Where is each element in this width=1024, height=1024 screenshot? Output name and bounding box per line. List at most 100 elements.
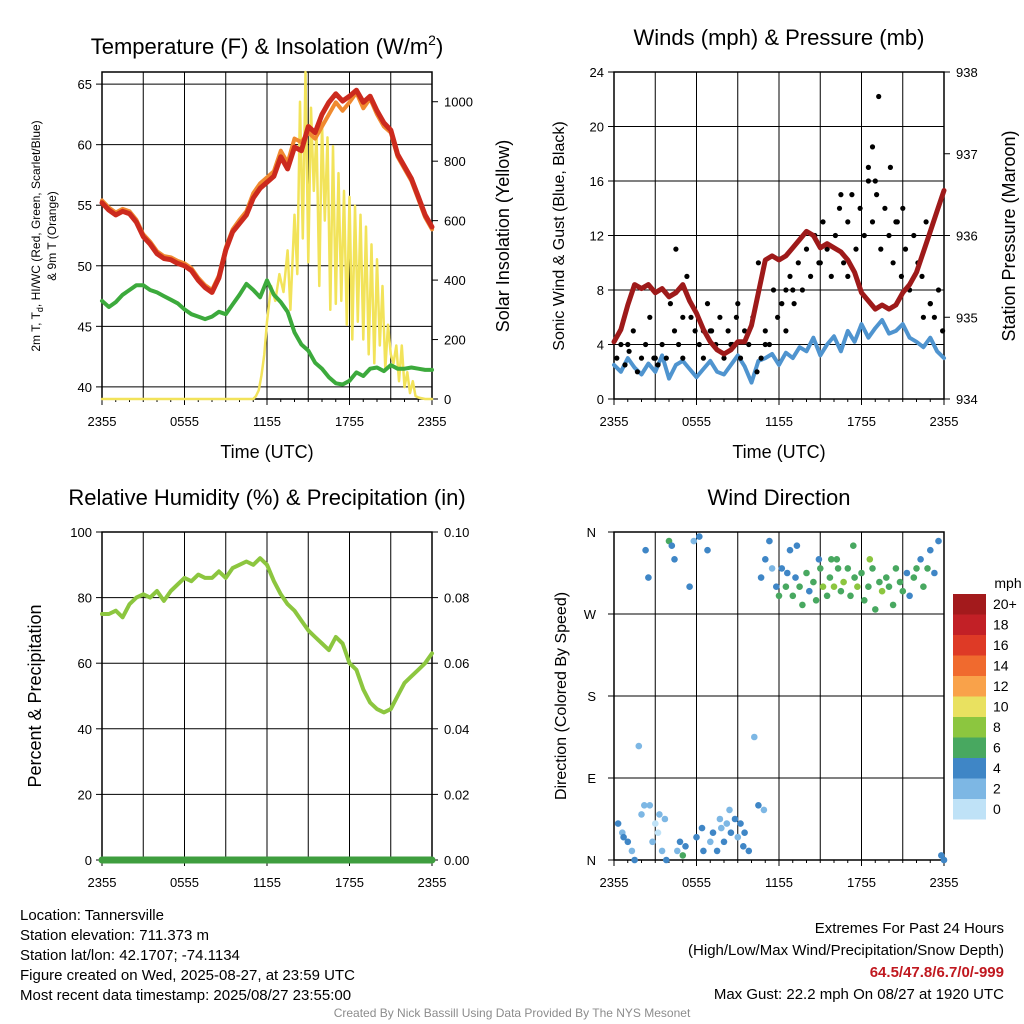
y-right-tick-label: 400 (444, 273, 466, 288)
gust-point (832, 232, 839, 239)
figure-created: Figure created on Wed, 2025-08-27, at 23… (20, 967, 355, 984)
colorbar-swatch (953, 737, 986, 758)
colorbar-swatch (953, 594, 986, 615)
y-tick-label: 40 (78, 722, 92, 737)
direction-point (858, 569, 865, 577)
y-tick-label: 50 (78, 259, 92, 274)
gust-point (707, 328, 713, 334)
y-right-tick-label: 934 (956, 392, 978, 407)
colorbar-swatch (953, 799, 986, 820)
y-tick-label: N (587, 853, 596, 868)
direction-point (799, 601, 806, 609)
direction-point (745, 847, 753, 855)
y-tick-label: N (587, 525, 596, 540)
gust-point (911, 232, 917, 239)
direction-point (716, 815, 724, 823)
gust-point (754, 369, 760, 375)
direction-point (906, 592, 913, 600)
direction-point (734, 833, 742, 841)
y-tick-label: 0 (85, 853, 92, 868)
colorbar-swatch (953, 696, 986, 717)
direction-point (883, 574, 890, 581)
direction-point (679, 852, 687, 859)
y-axis-label: Percent & Precipitation (25, 604, 45, 787)
direction-point (704, 546, 711, 554)
direction-point (917, 556, 924, 563)
temperature-series-line (100, 278, 434, 387)
y-right-tick-label: 938 (956, 65, 978, 80)
colorbar-swatch (953, 655, 986, 676)
gust-point (634, 369, 641, 375)
direction-point (866, 556, 874, 563)
gust-point (692, 328, 698, 334)
direction-point (698, 824, 706, 832)
gust-point (696, 341, 702, 348)
colorbar-label: 12 (993, 678, 1009, 694)
direction-point (806, 587, 813, 595)
direction-point (740, 843, 747, 850)
colorbar-unit: mph (994, 575, 1021, 591)
gust-point (762, 328, 768, 334)
y-right-tick-label: 0.02 (444, 787, 469, 802)
gust-point (746, 341, 752, 348)
direction-point (876, 578, 883, 586)
direction-point (762, 556, 769, 563)
gust-point (663, 355, 669, 361)
direction-point (815, 556, 823, 563)
direction-point (878, 587, 886, 595)
direction-point (803, 569, 810, 577)
gust-point (614, 355, 620, 361)
y-axis-label-line2: & 9m T (Orange) (45, 191, 59, 281)
direction-point (760, 806, 768, 814)
gust-point (865, 164, 872, 170)
gust-point (931, 314, 938, 320)
gust-point (680, 355, 686, 361)
direction-point (896, 578, 904, 586)
direction-point (782, 583, 790, 590)
direction-point (731, 815, 739, 823)
direction-point (885, 583, 893, 590)
temperature-series-line (100, 70, 434, 401)
gust-point (725, 328, 731, 334)
direction-point (810, 578, 817, 586)
gust-point (659, 341, 665, 348)
gust-point (647, 314, 653, 320)
direction-point (789, 592, 797, 600)
humidity-line (100, 556, 434, 715)
gust-point (902, 246, 909, 252)
direction-point (661, 815, 669, 823)
y-tick-label: E (587, 771, 596, 786)
direction-point (709, 829, 717, 836)
gust-point (849, 192, 855, 198)
gust-point (836, 205, 843, 211)
direction-point (940, 856, 948, 864)
direction-point (723, 820, 731, 827)
gust-point (766, 341, 773, 348)
station-info: Location: Tannersville Station elevation… (20, 906, 355, 1006)
gust-point (919, 273, 925, 279)
gust-point (704, 301, 711, 307)
x-tick-label: 1755 (847, 875, 876, 890)
x-tick-label: 2355 (930, 414, 959, 429)
gust-point (673, 246, 679, 252)
x-tick-label: 0555 (682, 414, 711, 429)
y-tick-label: W (584, 607, 597, 622)
gust-point (923, 219, 929, 225)
gust-point (630, 328, 636, 334)
y-right-tick-label: 800 (444, 154, 466, 169)
station-latlon: Station lat/lon: 42.1707; -74.1134 (20, 947, 240, 964)
direction-point (696, 533, 703, 540)
y-axis-label: 2m T, Td, HI/WC (Red, Green, Scarlet/Blu… (29, 120, 45, 351)
y-right-axis-label: Station Pressure (Maroon) (999, 130, 1019, 341)
direction-point (757, 574, 765, 581)
colorbar-swatch (953, 758, 986, 779)
direction-point (892, 565, 900, 572)
colorbar-label: 14 (993, 658, 1009, 674)
gust-point (779, 301, 785, 307)
extremes-subtitle: (High/Low/Max Wind/Precipitation/Snow De… (688, 942, 1004, 959)
direction-point (707, 838, 714, 846)
gust-point (853, 246, 859, 252)
gust-point (688, 314, 694, 320)
extremes-title: Extremes For Past 24 Hours (814, 920, 1004, 937)
direction-point (823, 592, 831, 600)
